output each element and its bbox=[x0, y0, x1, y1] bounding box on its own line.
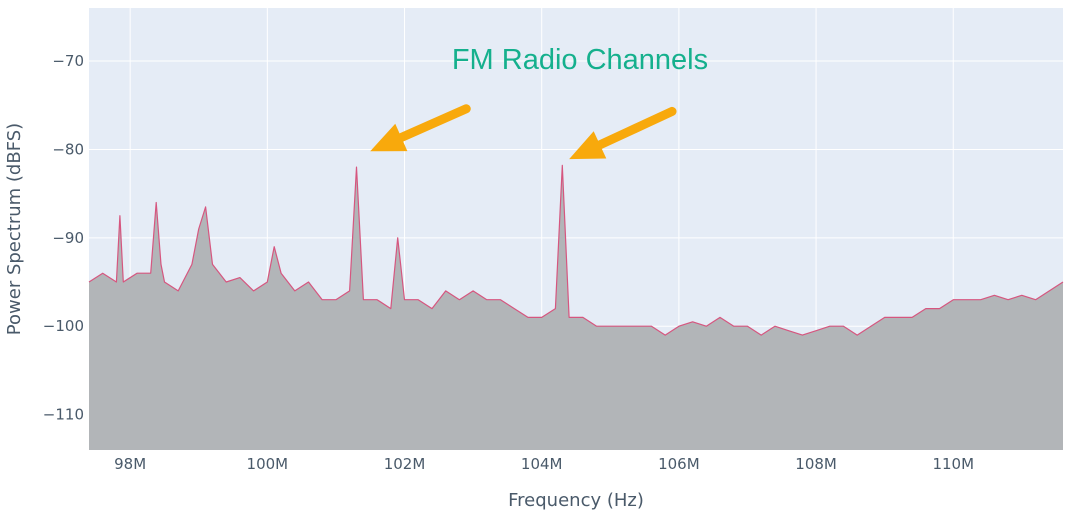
annotation-arrow-shaft bbox=[595, 106, 677, 150]
x-tick-label: 108M bbox=[795, 455, 837, 473]
spectrum-line bbox=[88, 164, 1064, 336]
annotations: FM Radio Channels bbox=[370, 44, 708, 160]
x-axis-ticks: 98M 100M 102M 104M 106M 108M 110M bbox=[114, 455, 974, 473]
annotation-label: FM Radio Channels bbox=[452, 44, 708, 76]
y-axis-ticks: −70 −80 −90 −100 −110 bbox=[43, 52, 84, 424]
spectrum-area-fill bbox=[89, 165, 1063, 450]
x-tick-label: 100M bbox=[247, 455, 289, 473]
x-tick-label: 98M bbox=[114, 455, 146, 473]
annotation-arrow-shaft bbox=[396, 104, 471, 142]
y-tick-label: −80 bbox=[52, 140, 84, 158]
x-tick-label: 102M bbox=[384, 455, 426, 473]
x-tick-label: 106M bbox=[658, 455, 700, 473]
x-axis-title: Frequency (Hz) bbox=[508, 490, 644, 511]
y-tick-label: −100 bbox=[43, 317, 84, 335]
x-tick-label: 104M bbox=[521, 455, 563, 473]
y-tick-label: −90 bbox=[52, 229, 84, 247]
x-tick-label: 110M bbox=[932, 455, 974, 473]
annotation-arrow-head bbox=[370, 123, 408, 152]
plot-area bbox=[88, 164, 1064, 450]
y-axis-title: Power Spectrum (dBFS) bbox=[4, 123, 25, 335]
y-tick-label: −110 bbox=[43, 406, 84, 424]
annotation-arrow-head bbox=[569, 131, 607, 160]
y-tick-label: −70 bbox=[52, 52, 84, 70]
